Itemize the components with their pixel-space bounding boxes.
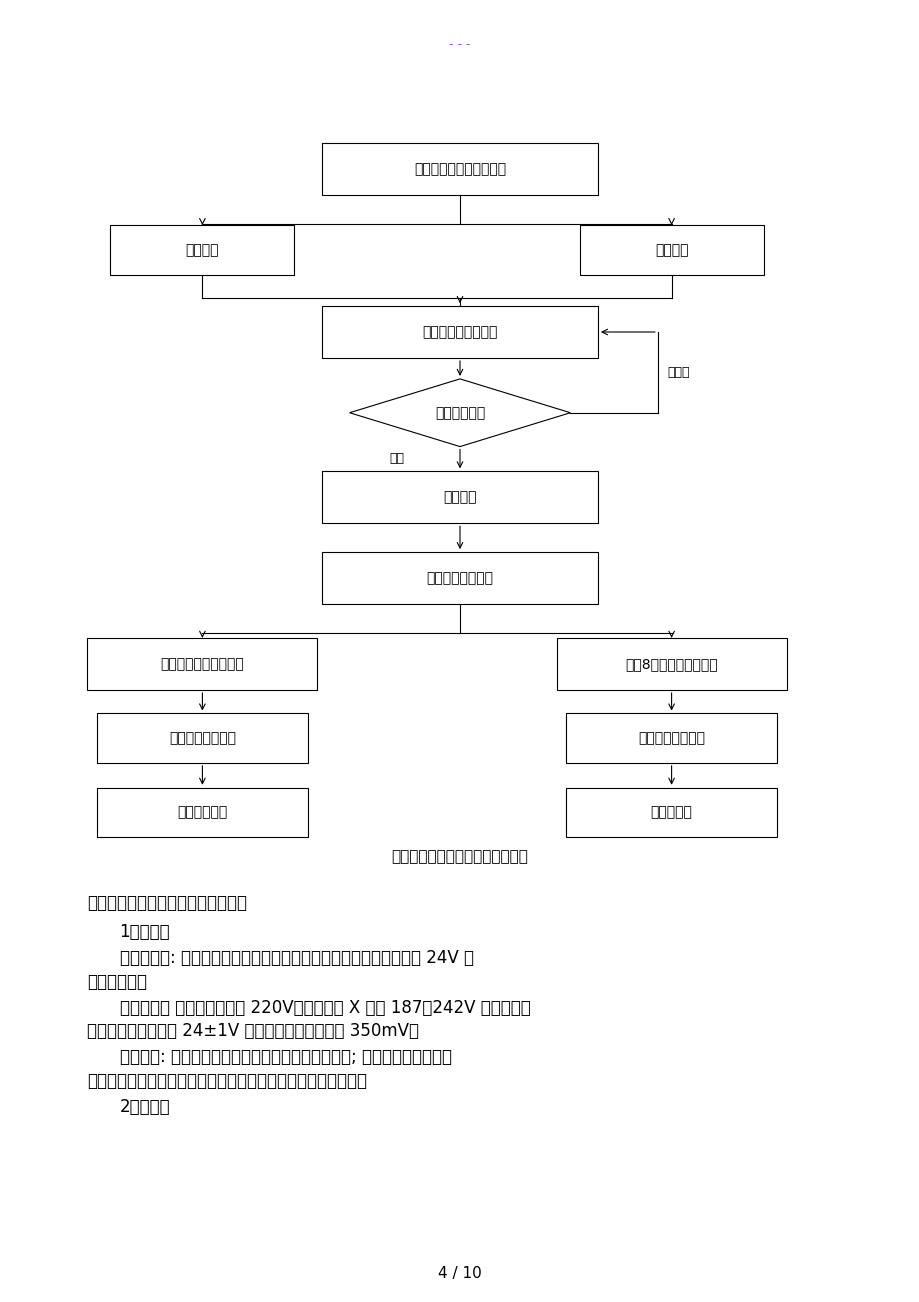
- Bar: [110, 225, 294, 275]
- Text: - - -: - - -: [448, 38, 471, 51]
- Text: 操作方法: 将电源盘插入组匿内，接入发送盘或负载; 用调压器改变输入电: 操作方法: 将电源盘插入组匿内，接入发送盘或负载; 用调压器改变输入电: [119, 1048, 451, 1066]
- Text: 电源盘功能: 用于移频自动闭塞和站内电码化系统的发送盘工作电压 24V 直: 电源盘功能: 用于移频自动闭塞和站内电码化系统的发送盘工作电压 24V 直: [119, 949, 473, 967]
- Text: 轨道电路状态调试: 轨道电路状态调试: [169, 732, 235, 745]
- Text: 区间移频轨道电路调试: 区间移频轨道电路调试: [160, 658, 244, 671]
- Text: 技术指标调试: 技术指标调试: [177, 806, 227, 819]
- Text: 流稳压电源。: 流稳压电源。: [87, 973, 147, 991]
- Text: 1、电源盘: 1、电源盘: [119, 923, 170, 941]
- Text: 熟悩设备图纸和技术标准: 熟悩设备图纸和技术标准: [414, 163, 505, 176]
- Text: 技术要求： 交流输入电源为 220V，电压波动 X 围在 187－242V 之间时，直: 技术要求： 交流输入电源为 220V，电压波动 X 围在 187－242V 之间…: [119, 999, 529, 1017]
- Text: 接入移频控制系统: 接入移频控制系统: [426, 572, 493, 585]
- Polygon shape: [349, 379, 570, 447]
- Bar: [322, 471, 597, 523]
- Bar: [322, 306, 597, 358]
- Text: 2、发送盘: 2、发送盘: [119, 1098, 170, 1116]
- Text: （二）设备功能及调试方法操作要点: （二）设备功能及调试方法操作要点: [87, 894, 247, 913]
- Text: 设备单机（盘）测试: 设备单机（盘）测试: [422, 326, 497, 339]
- Text: 机架安装: 机架安装: [186, 243, 219, 256]
- Text: 设备配线: 设备配线: [654, 243, 687, 256]
- Text: 系统测试: 系统测试: [443, 491, 476, 504]
- Text: 合格: 合格: [390, 453, 404, 465]
- Text: 轨道电路状态调试: 轨道电路状态调试: [638, 732, 704, 745]
- Bar: [96, 788, 308, 837]
- Bar: [556, 638, 786, 690]
- Text: 指标技术检测: 指标技术检测: [435, 406, 484, 419]
- Text: 站内8信息轨道电路调试: 站内8信息轨道电路调试: [625, 658, 717, 671]
- Text: 流输出电压应稳压在 24±1V 之内，绹波电压不大于 350mV。: 流输出电压应稳压在 24±1V 之内，绹波电压不大于 350mV。: [87, 1022, 419, 1040]
- Text: 不合格: 不合格: [666, 366, 688, 379]
- Text: 电码化调试: 电码化调试: [650, 806, 692, 819]
- Bar: [87, 638, 317, 690]
- Bar: [579, 225, 763, 275]
- Bar: [565, 788, 777, 837]
- Bar: [322, 552, 597, 604]
- Text: 图（三）移频设备调试工艺流程图: 图（三）移频设备调试工艺流程图: [391, 849, 528, 865]
- Bar: [96, 713, 308, 763]
- Text: 压値，用万用表在盘面测试孔测量输出电压，应符合技术标准。: 压値，用万用表在盘面测试孔测量输出电压，应符合技术标准。: [87, 1072, 367, 1090]
- Bar: [565, 713, 777, 763]
- Text: 4 / 10: 4 / 10: [437, 1266, 482, 1281]
- Bar: [322, 143, 597, 195]
